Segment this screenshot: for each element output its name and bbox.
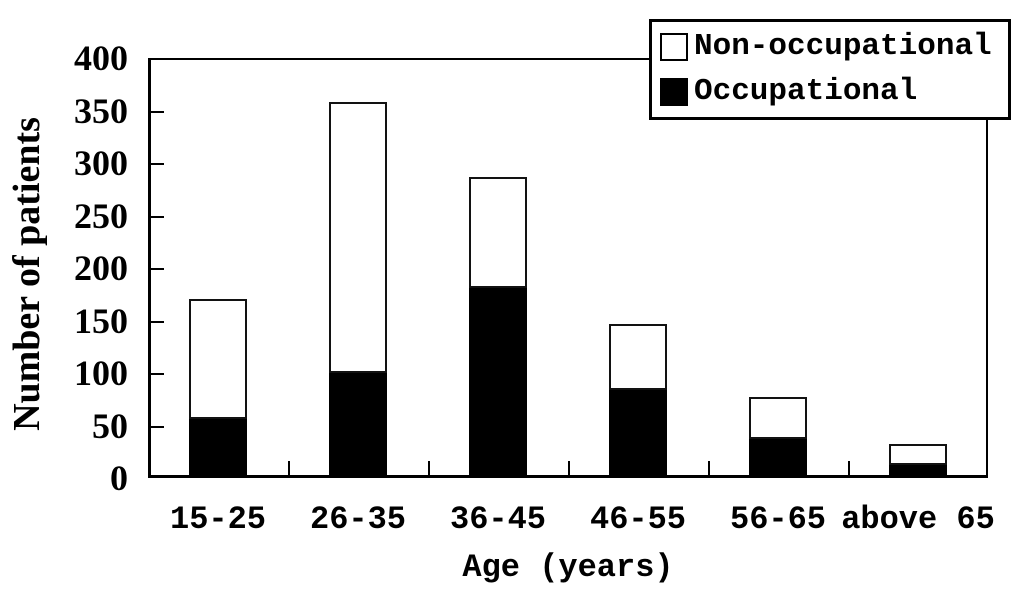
y-tick-label: 200 — [74, 248, 128, 288]
y-tick-label: 300 — [74, 143, 128, 183]
bar-segment-occupational-36-45 — [469, 288, 527, 475]
x-tick — [288, 461, 290, 475]
y-tick-label: 100 — [74, 353, 128, 393]
x-tick — [848, 461, 850, 475]
y-tick — [151, 163, 164, 165]
y-tick — [151, 268, 164, 270]
x-tick-label: 56-65 — [729, 501, 827, 538]
legend: Non-occupational Occupational — [649, 19, 1011, 120]
legend-label: Non-occupational — [694, 29, 992, 64]
bar-segment-non-occupational-36-45 — [469, 176, 527, 289]
bar-segment-occupational-above-65 — [889, 464, 947, 475]
legend-swatch-occupational-icon — [660, 78, 688, 106]
legend-swatch-non-occupational-icon — [660, 33, 688, 61]
x-tick-label: 26-35 — [309, 501, 407, 538]
x-tick — [568, 461, 570, 475]
bar-segment-occupational-26-35 — [329, 373, 387, 475]
x-tick-label: above 65 — [841, 501, 995, 538]
bar-segment-occupational-56-65 — [749, 439, 807, 475]
y-tick-label: 150 — [74, 300, 128, 341]
y-tick — [151, 373, 164, 375]
x-tick — [708, 461, 710, 475]
x-tick-label: 46-55 — [589, 501, 687, 538]
legend-label: Occupational — [694, 74, 918, 109]
bar-segment-non-occupational-56-65 — [749, 397, 807, 440]
x-tick-label: 36-45 — [449, 501, 547, 538]
bar-segment-occupational-46-55 — [609, 389, 667, 475]
bar-segment-non-occupational-46-55 — [609, 323, 667, 390]
bar-segment-non-occupational-above-65 — [889, 443, 947, 465]
plot-area — [148, 58, 988, 478]
y-tick-label: 400 — [74, 38, 128, 78]
y-tick — [151, 320, 164, 323]
x-tick — [428, 461, 430, 475]
bar-segment-occupational-15-25 — [189, 419, 247, 475]
bar-segment-non-occupational-15-25 — [189, 298, 247, 420]
y-tick-label: 0 — [110, 458, 128, 498]
y-tick-label: 250 — [74, 195, 128, 236]
y-tick — [151, 110, 164, 113]
legend-row-non-occupational: Non-occupational — [660, 25, 1008, 70]
y-tick-label: 350 — [74, 90, 128, 131]
bar-segment-non-occupational-26-35 — [329, 102, 387, 374]
y-tick — [151, 425, 164, 428]
x-tick-label: 15-25 — [169, 501, 267, 538]
y-tick-label: 50 — [92, 405, 128, 446]
x-axis-title: Age (years) — [462, 549, 674, 586]
y-tick — [151, 215, 164, 218]
legend-row-occupational: Occupational — [660, 70, 1008, 115]
